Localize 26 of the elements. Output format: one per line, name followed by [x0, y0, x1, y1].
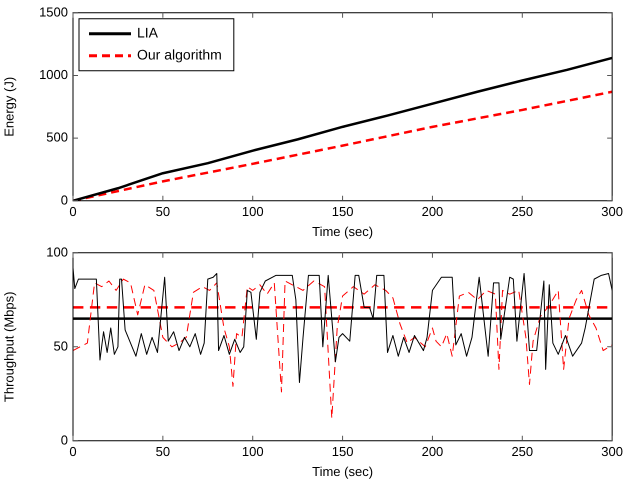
- x-tick-label: 200: [422, 444, 444, 460]
- x-tick-label: 300: [601, 444, 624, 460]
- x-tick-label: 150: [332, 444, 354, 460]
- y-tick-label: 1000: [39, 67, 68, 82]
- x-axis-title: Time (sec): [312, 224, 374, 239]
- y-tick-label: 0: [60, 192, 68, 208]
- x-tick-label: 150: [332, 204, 354, 220]
- y-tick-label: 50: [54, 338, 68, 354]
- y-axis-title: Throughput (Mbps): [1, 292, 16, 402]
- x-tick-label: 300: [601, 204, 624, 220]
- x-tick-label: 100: [242, 444, 264, 460]
- x-tick-label: 200: [422, 204, 444, 220]
- y-tick-label: 0: [60, 432, 68, 448]
- legend-label: Our algorithm: [137, 46, 222, 63]
- x-tick-label: 250: [511, 444, 534, 460]
- x-tick-label: 50: [156, 444, 170, 460]
- y-tick-label: 500: [46, 130, 68, 145]
- legend-label: LIA: [137, 24, 159, 41]
- y-axis-title: Energy (J): [1, 76, 16, 137]
- line-series: [73, 278, 612, 419]
- x-tick-label: 250: [511, 204, 534, 220]
- x-tick-label: 50: [156, 204, 170, 220]
- y-tick-label: 1500: [39, 4, 68, 20]
- y-tick-label: 100: [46, 244, 68, 260]
- x-tick-label: 100: [242, 204, 264, 220]
- x-axis-title: Time (sec): [312, 464, 374, 479]
